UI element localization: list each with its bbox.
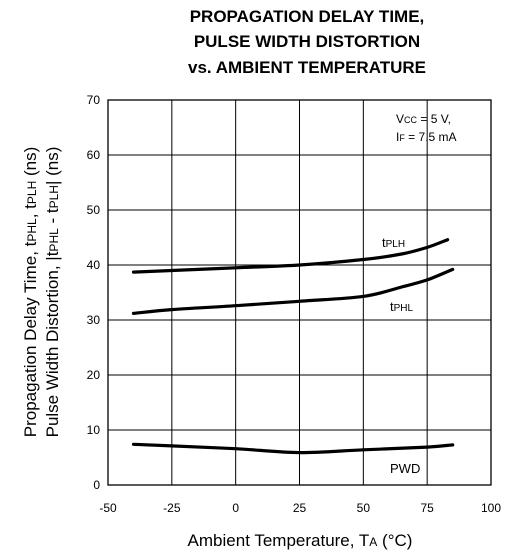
series-line-tplh [131,238,450,274]
plot-frame [107,99,492,486]
y-tick-label-3: 30 [87,313,101,327]
if-value: = 7.5 mA [405,130,457,144]
title-line-1: PROPAGATION DELAY TIME, [190,7,425,26]
y-tick-label-7: 70 [87,93,101,107]
ylabel1-e: (ns) [21,147,40,181]
tphl-sub: PHL [394,303,414,314]
tplh-t: t [382,235,386,250]
y-tick-labels: 0 10 20 30 40 50 60 70 [87,93,101,492]
ylabel1-b: PHL [25,218,39,242]
xlabel-c: (°C) [377,531,412,550]
xlabel-a: Ambient Temperature, T [188,531,370,550]
x-tick-label-2: 0 [232,501,239,515]
series-line-pwd [131,442,455,455]
ylabel2-c: - t [43,208,62,228]
vcc-symbol: V [396,112,404,126]
tphl-t: t [390,299,394,314]
series-line-tphl [131,267,455,315]
svg-text:Propagation Delay Time, tPHL,: Propagation Delay Time, tPHL, tPLH (ns) [21,147,40,437]
x-tick-label-3: 25 [293,501,307,515]
chart-title: PROPAGATION DELAY TIME, PULSE WIDTH DIST… [188,7,426,77]
x-tick-label-6: 100 [481,501,501,515]
y-tick-label-0: 0 [93,478,100,492]
x-tick-label-0: -50 [99,501,117,515]
ylabel1-d: PLH [25,181,39,204]
x-tick-label-1: -25 [163,501,181,515]
title-line-3: vs. AMBIENT TEMPERATURE [188,58,426,77]
ylabel2-e: | (ns) [43,147,62,185]
if-symbol: I [396,130,399,144]
ylabel2-d: PLH [47,185,61,208]
annotation-if: IF = 7.5 mA [396,130,457,144]
ylabel1-c: , t [21,204,40,218]
ylabel1-a: Propagation Delay Time, t [21,241,40,437]
x-tick-label-4: 50 [357,501,371,515]
y-axis-label-2: Pulse Width Distortion, |tPHL - tPLH| (n… [43,147,62,438]
vcc-value: = 5 V, [417,112,451,126]
x-tick-label-5: 75 [420,501,434,515]
x-tick-labels: -50 -25 0 25 50 75 100 [99,501,501,515]
ylabel2-b: PHL [47,228,61,252]
y-axis-label-1: Propagation Delay Time, tPHL, tPLH (ns) [21,147,40,437]
y-tick-label-6: 60 [87,148,101,162]
annotation-vcc: VCC = 5 V, [396,112,451,126]
svg-text:Pulse Width Distortion, |tPHL: Pulse Width Distortion, |tPHL - tPLH| (n… [43,147,62,438]
series-label-pwd: PWD [390,461,420,476]
grid [108,100,491,485]
y-tick-label-4: 40 [87,258,101,272]
if-subscript: F [399,133,405,143]
series-label-tplh: tPLH [382,235,405,250]
vcc-subscript: CC [404,115,417,125]
y-tick-label-1: 10 [87,423,101,437]
title-line-2: PULSE WIDTH DISTORTION [194,32,420,51]
y-tick-label-5: 50 [87,203,101,217]
series-lines [131,238,455,455]
ylabel2-a: Pulse Width Distortion, |t [43,251,62,437]
x-axis-label: Ambient Temperature, TA (°C) [188,531,413,550]
y-tick-label-2: 20 [87,368,101,382]
tplh-sub: PLH [386,239,405,250]
series-label-tphl: tPHL [390,299,414,314]
xlabel-b: A [369,535,377,549]
